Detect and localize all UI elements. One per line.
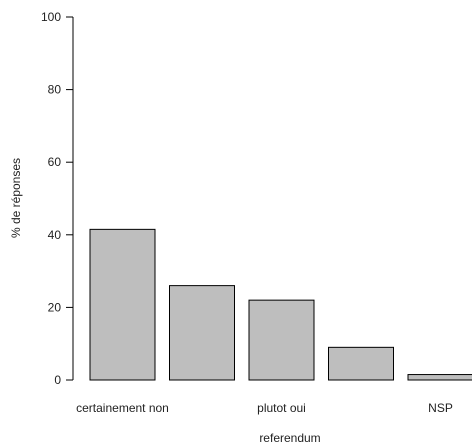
bar-certainement-oui	[328, 346, 394, 381]
y-tick-label: 40	[48, 228, 62, 242]
bar-certainement-non	[89, 228, 156, 381]
x-tick-label: plutot oui	[257, 401, 306, 415]
bar-plutot-oui	[248, 299, 315, 381]
bar-plutot-non	[169, 285, 235, 381]
x-axis-title: referendum	[259, 431, 320, 445]
bars	[89, 228, 472, 381]
y-tick-label: 20	[48, 300, 62, 314]
y-axis-title: % de réponses	[9, 158, 23, 238]
y-tick-label: 60	[48, 155, 62, 169]
y-tick-label: 100	[41, 10, 61, 24]
bar-NSP	[407, 374, 472, 381]
y-axis: 0 20 40 60 80 100	[41, 10, 74, 387]
y-tick-label: 0	[54, 373, 61, 387]
y-tick-label: 80	[48, 83, 62, 97]
x-tick-label: certainement non	[76, 401, 169, 415]
x-tick-label: NSP	[428, 401, 453, 415]
x-axis-labels: certainement non plutot oui NSP	[76, 401, 453, 415]
